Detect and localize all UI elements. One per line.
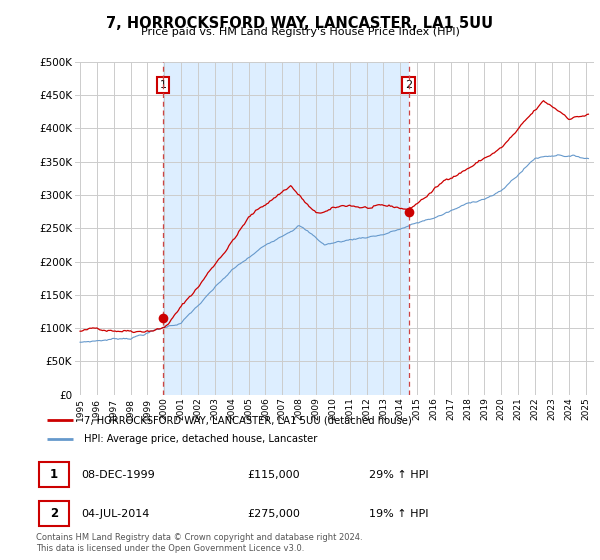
FancyBboxPatch shape: [38, 502, 69, 526]
Text: 29% ↑ HPI: 29% ↑ HPI: [368, 470, 428, 479]
FancyBboxPatch shape: [38, 463, 69, 487]
Text: 2: 2: [50, 507, 58, 520]
Text: £275,000: £275,000: [247, 509, 300, 519]
Text: 1: 1: [50, 468, 58, 481]
Text: 1: 1: [160, 80, 166, 90]
Text: £115,000: £115,000: [247, 470, 300, 479]
Text: Price paid vs. HM Land Registry's House Price Index (HPI): Price paid vs. HM Land Registry's House …: [140, 27, 460, 37]
Text: 2: 2: [405, 80, 412, 90]
Text: HPI: Average price, detached house, Lancaster: HPI: Average price, detached house, Lanc…: [83, 435, 317, 445]
Text: 19% ↑ HPI: 19% ↑ HPI: [368, 509, 428, 519]
Text: Contains HM Land Registry data © Crown copyright and database right 2024.
This d: Contains HM Land Registry data © Crown c…: [36, 533, 362, 553]
Bar: [163, 62, 409, 395]
Text: 7, HORROCKSFORD WAY, LANCASTER, LA1 5UU (detached house): 7, HORROCKSFORD WAY, LANCASTER, LA1 5UU …: [83, 415, 411, 425]
Text: 04-JUL-2014: 04-JUL-2014: [81, 509, 149, 519]
Text: 7, HORROCKSFORD WAY, LANCASTER, LA1 5UU: 7, HORROCKSFORD WAY, LANCASTER, LA1 5UU: [106, 16, 494, 31]
Text: 08-DEC-1999: 08-DEC-1999: [81, 470, 155, 479]
